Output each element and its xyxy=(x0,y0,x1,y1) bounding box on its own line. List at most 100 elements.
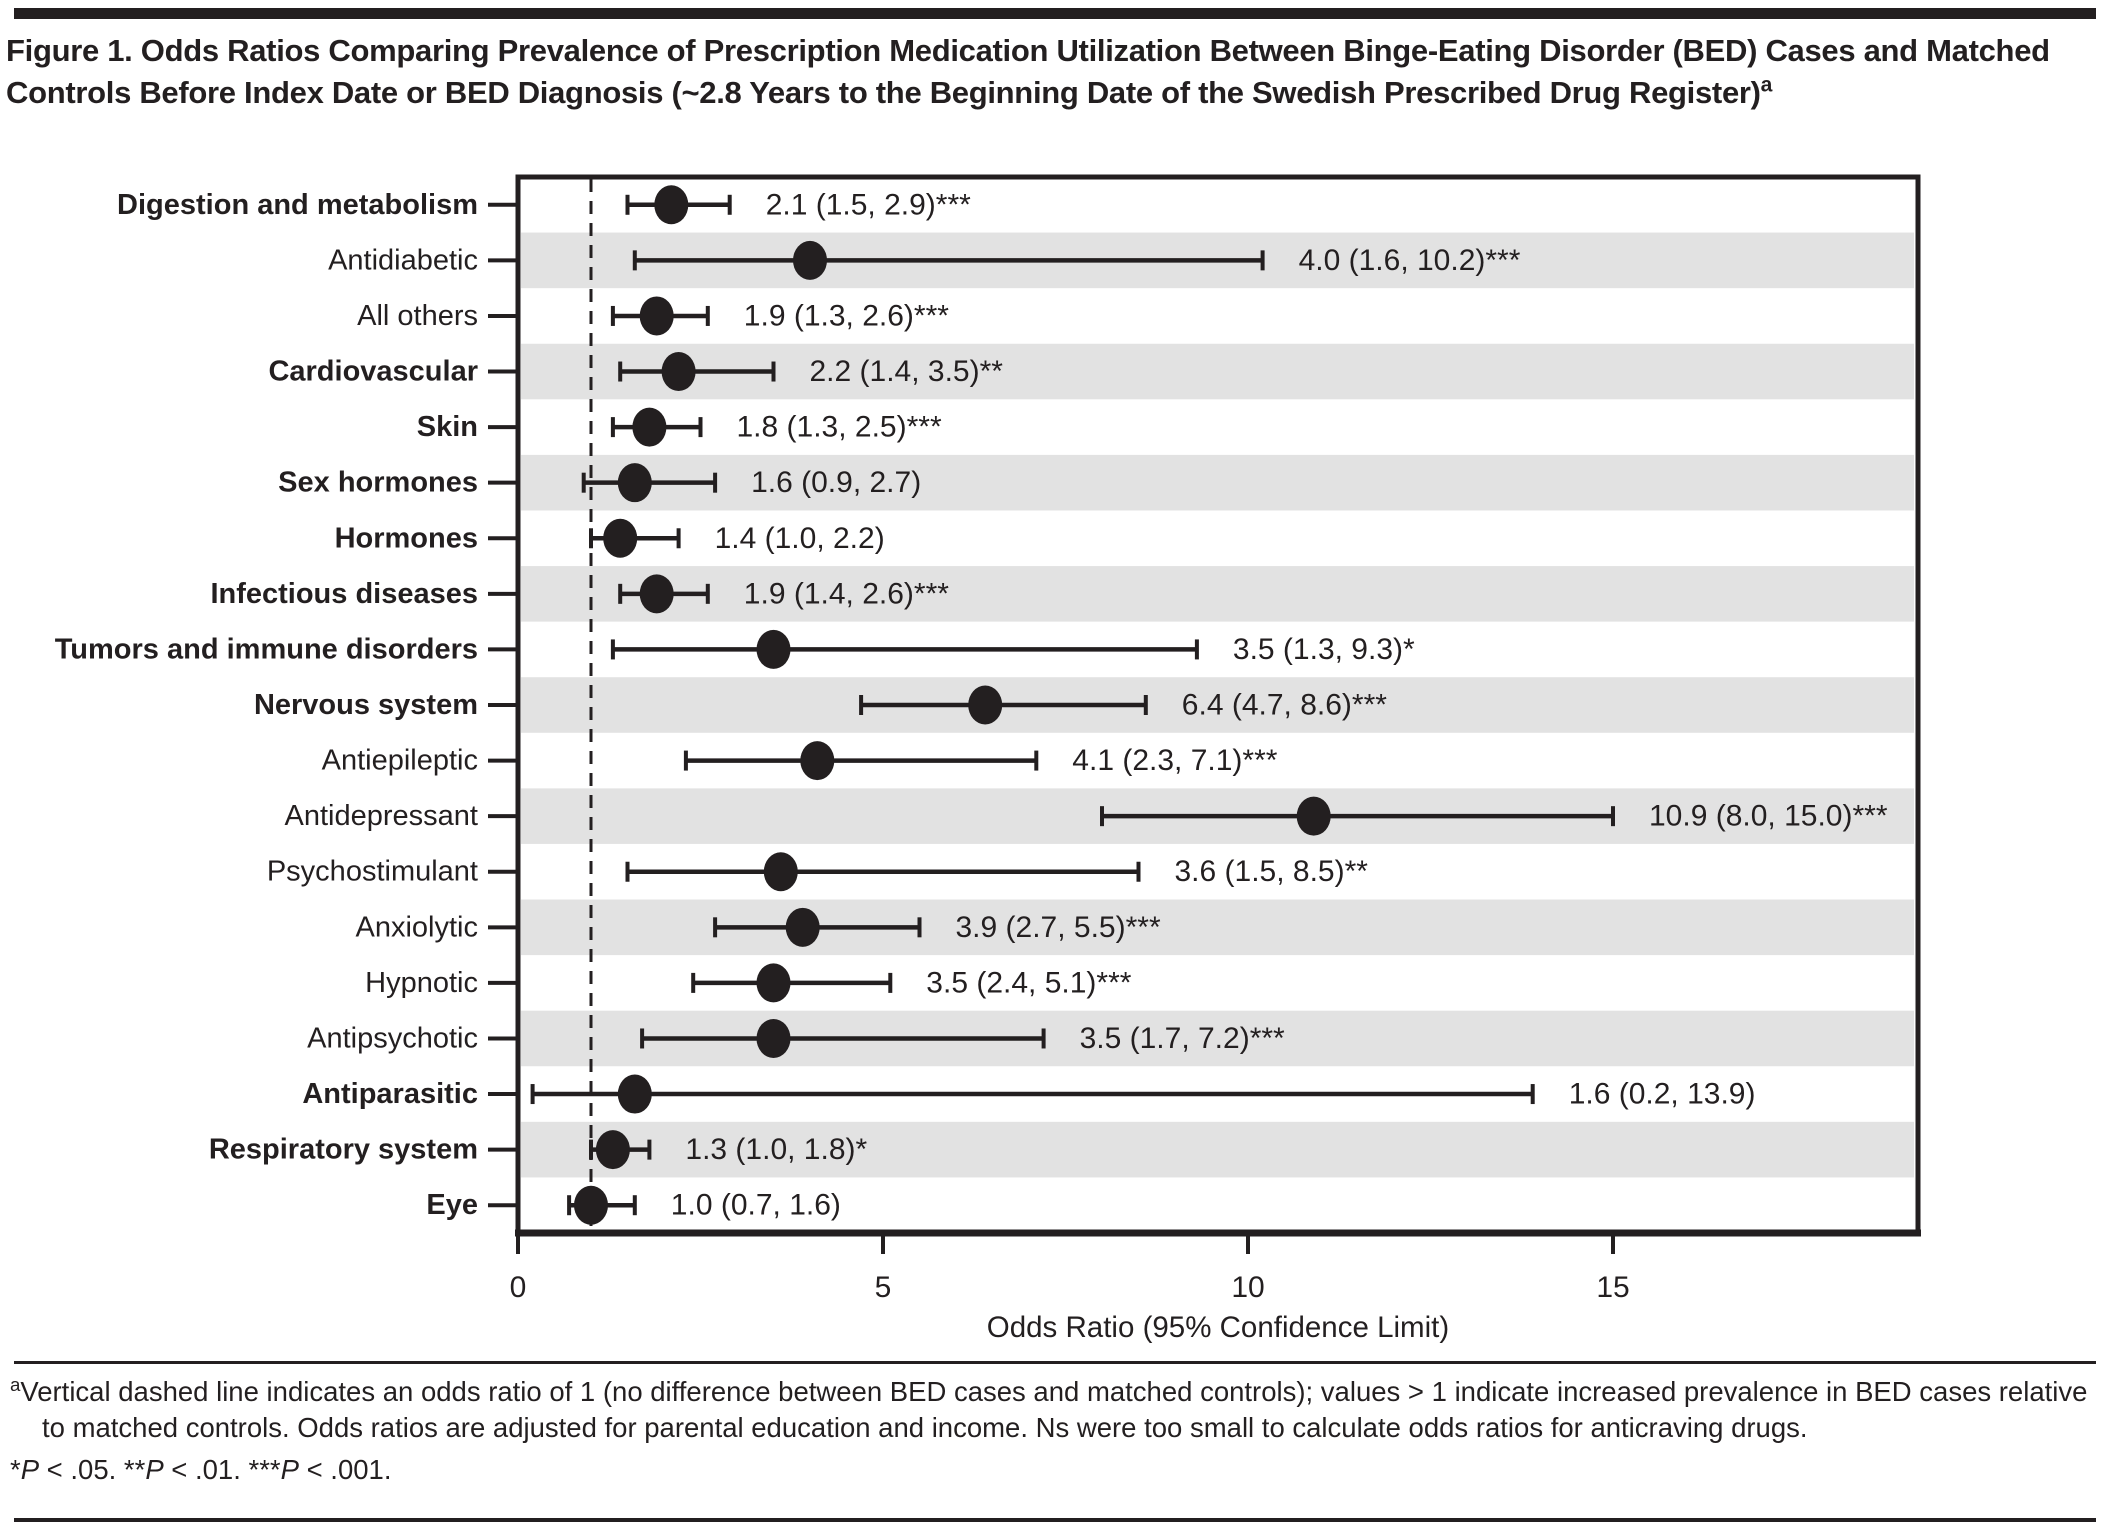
footnote-area: aVertical dashed line indicates an odds … xyxy=(10,1374,2098,1487)
or-point xyxy=(639,574,674,614)
row-label: All others xyxy=(357,300,478,332)
row-annotation: 1.4 (1.0, 2.2) xyxy=(715,522,885,555)
row-annotation: 4.0 (1.6, 10.2)*** xyxy=(1299,244,1521,277)
row-annotation: 1.3 (1.0, 1.8)* xyxy=(685,1133,867,1166)
row-label: Antiparasitic xyxy=(302,1078,478,1110)
figure-title-superscript: a xyxy=(1760,73,1773,97)
sig-text: < .05. xyxy=(39,1453,124,1485)
significance-note: *P < .05. **P < .01. ***P < .001. xyxy=(10,1452,2098,1488)
row-label: Cardiovascular xyxy=(268,356,478,388)
or-point xyxy=(603,518,638,558)
forest-row: Cardiovascular 2.2 (1.4, 3.5)** xyxy=(268,352,1004,392)
row-label: Nervous system xyxy=(254,689,478,721)
or-point xyxy=(968,685,1003,725)
row-annotation: 1.0 (0.7, 1.6) xyxy=(671,1189,841,1222)
or-point xyxy=(800,741,835,781)
row-label: Respiratory system xyxy=(209,1134,478,1166)
sig-text: * xyxy=(10,1453,21,1485)
forest-row: Anxiolytic 3.9 (2.7, 5.5)*** xyxy=(356,907,1161,947)
forest-row: Digestion and metabolism 2.1 (1.5, 2.9)**… xyxy=(117,185,971,225)
row-annotation: 1.8 (1.3, 2.5)*** xyxy=(737,411,942,444)
row-shading-band xyxy=(521,1121,1914,1178)
row-label: Sex hormones xyxy=(278,467,478,499)
figure-title: Figure 1. Odds Ratios Comparing Prevalen… xyxy=(6,30,2100,114)
sig-p-symbol: P xyxy=(280,1453,299,1485)
row-annotation: 3.5 (2.4, 5.1)*** xyxy=(926,966,1131,999)
row-annotation: 2.1 (1.5, 2.9)*** xyxy=(766,188,971,221)
row-label: Antipsychotic xyxy=(307,1022,478,1054)
sig-text: < .01. xyxy=(163,1453,249,1485)
row-shading-band xyxy=(521,677,1914,733)
or-point xyxy=(763,852,798,892)
forest-row: Antiparasitic 1.6 (0.2, 13.9) xyxy=(302,1074,1756,1114)
forest-row: Hypnotic 3.5 (2.4, 5.1)*** xyxy=(365,963,1132,1003)
forest-row: Infectious diseases 1.9 (1.4, 2.6)*** xyxy=(210,574,949,614)
x-axis-title: Odds Ratio (95% Confidence Limit) xyxy=(987,1311,1449,1344)
or-point xyxy=(654,185,689,225)
row-label: Hormones xyxy=(335,522,478,554)
row-annotation: 4.1 (2.3, 7.1)*** xyxy=(1072,744,1277,777)
row-shading-band xyxy=(521,566,1914,622)
footnote-text: Vertical dashed line indicates an odds r… xyxy=(20,1376,2088,1443)
forest-row: Eye 1.0 (0.7, 1.6) xyxy=(426,1185,841,1225)
row-label: Hypnotic xyxy=(365,967,478,999)
row-label: Tumors and immune disorders xyxy=(55,633,478,665)
forest-row: Tumors and immune disorders 3.5 (1.3, 9.3… xyxy=(55,629,1415,669)
x-axis-tick-label: 5 xyxy=(875,1271,892,1304)
sig-text: ** xyxy=(123,1453,146,1485)
row-label: Antidepressant xyxy=(285,800,478,832)
x-axis-tick-label: 0 xyxy=(510,1271,527,1304)
top-rule xyxy=(14,8,2096,19)
or-point xyxy=(661,352,696,392)
row-label: Infectious diseases xyxy=(210,578,478,610)
forest-row: Antidepressant 10.9 (8.0, 15.0)*** xyxy=(285,796,1888,836)
forest-row: Psychostimulant 3.6 (1.5, 8.5)** xyxy=(267,852,1368,892)
row-annotation: 3.9 (2.7, 5.5)*** xyxy=(956,911,1161,944)
or-point xyxy=(595,1130,630,1170)
row-annotation: 1.9 (1.3, 2.6)*** xyxy=(744,299,949,332)
row-label: Antidiabetic xyxy=(328,244,478,276)
row-annotation: 1.6 (0.2, 13.9) xyxy=(1569,1078,1756,1111)
row-annotation: 1.6 (0.9, 2.7) xyxy=(751,466,921,499)
footnote-divider xyxy=(14,1361,2096,1364)
row-label: Antiepileptic xyxy=(322,745,478,777)
row-annotation: 1.9 (1.4, 2.6)*** xyxy=(744,577,949,610)
forest-row: Sex hormones 1.6 (0.9, 2.7) xyxy=(278,463,921,503)
or-point xyxy=(632,407,667,447)
bottom-rule xyxy=(14,1518,2096,1522)
x-axis-tick-label: 10 xyxy=(1231,1271,1264,1304)
or-point xyxy=(574,1185,608,1225)
forest-row: Respiratory system 1.3 (1.0, 1.8)* xyxy=(209,1130,867,1170)
sig-text: *** xyxy=(248,1453,281,1485)
footnote: aVertical dashed line indicates an odds … xyxy=(10,1374,2098,1446)
forest-row: Hormones 1.4 (1.0, 2.2) xyxy=(335,518,885,558)
forest-row: All others 1.9 (1.3, 2.6)*** xyxy=(357,296,949,336)
row-annotation: 3.5 (1.7, 7.2)*** xyxy=(1080,1022,1285,1055)
or-point xyxy=(617,1074,652,1114)
x-axis-tick-label: 15 xyxy=(1596,1271,1629,1304)
footnote-superscript: a xyxy=(10,1373,21,1395)
row-shading-band xyxy=(521,454,1914,511)
or-point xyxy=(639,296,674,336)
or-point xyxy=(1296,796,1331,836)
row-annotation: 2.2 (1.4, 3.5)** xyxy=(810,355,1004,388)
row-annotation: 10.9 (8.0, 15.0)*** xyxy=(1649,800,1888,833)
forest-row: Skin 1.8 (1.3, 2.5)*** xyxy=(417,407,942,447)
row-label: Eye xyxy=(426,1189,478,1221)
row-annotation: 6.4 (4.7, 8.6)*** xyxy=(1182,689,1387,722)
row-label: Anxiolytic xyxy=(356,911,479,943)
or-point xyxy=(793,240,827,280)
or-point xyxy=(785,907,820,947)
forest-row: Antipsychotic 3.5 (1.7, 7.2)*** xyxy=(307,1018,1285,1058)
forest-row: Nervous system 6.4 (4.7, 8.6)*** xyxy=(254,685,1387,725)
forest-row: Antidiabetic 4.0 (1.6, 10.2)*** xyxy=(328,240,1521,280)
sig-p-symbol: P xyxy=(20,1453,40,1485)
or-point xyxy=(756,629,791,669)
figure-title-text: Figure 1. Odds Ratios Comparing Prevalen… xyxy=(6,33,2050,111)
row-label: Psychostimulant xyxy=(267,856,478,888)
sig-text: < .001. xyxy=(298,1453,392,1485)
row-annotation: 3.5 (1.3, 9.3)* xyxy=(1233,633,1415,666)
or-point xyxy=(756,963,791,1003)
